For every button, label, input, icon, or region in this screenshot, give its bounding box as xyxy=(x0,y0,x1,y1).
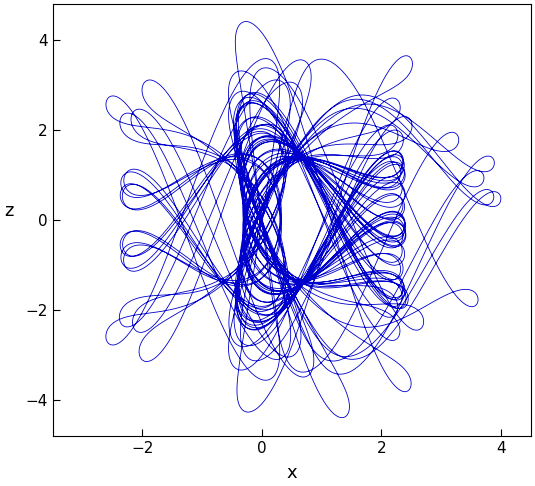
X-axis label: x: x xyxy=(286,464,297,482)
Y-axis label: z: z xyxy=(4,202,13,220)
